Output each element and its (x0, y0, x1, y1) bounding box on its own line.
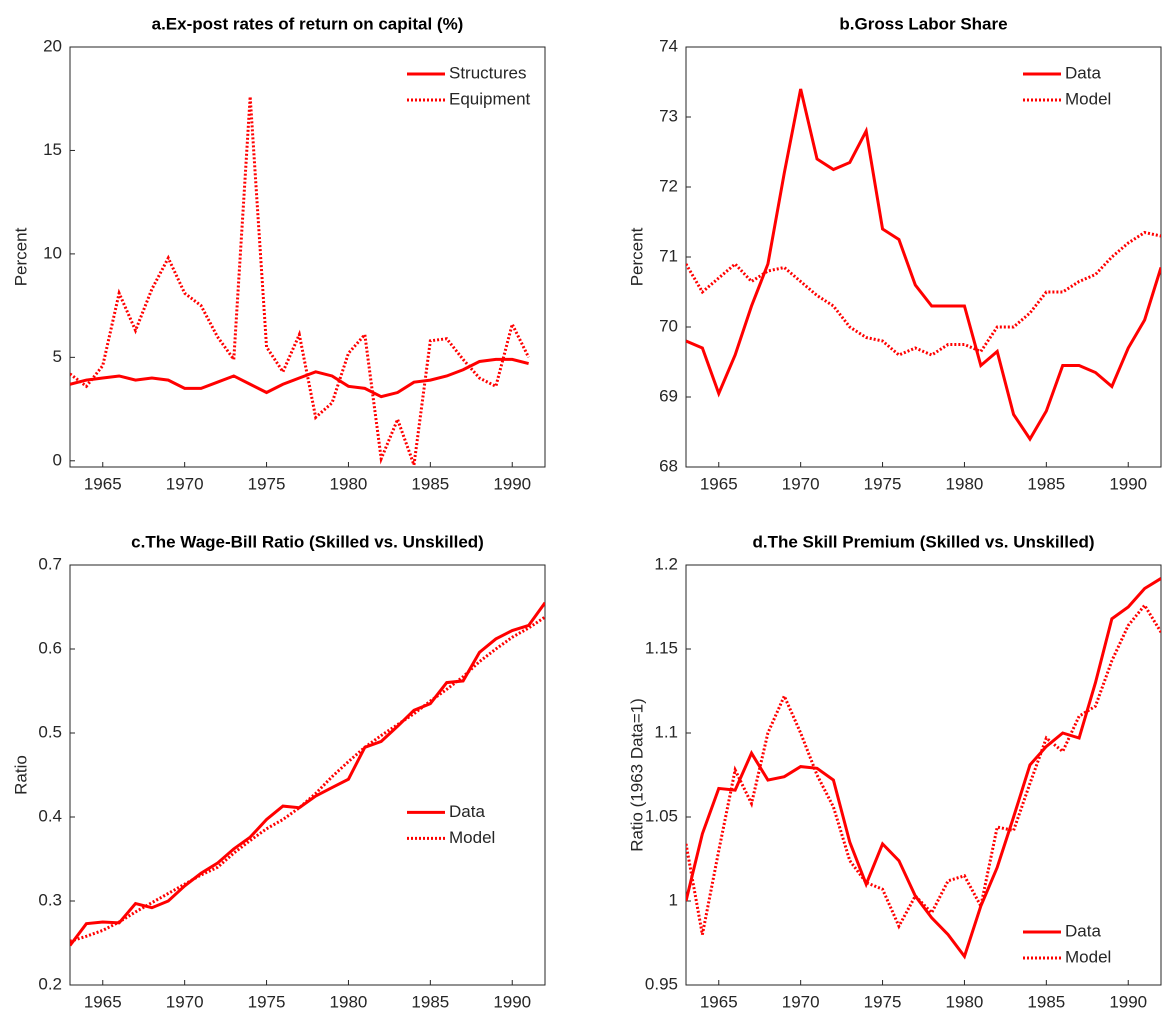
x-tick-label: 1965 (700, 474, 738, 493)
chart-title: d.The Skill Premium (Skilled vs. Unskill… (753, 532, 1095, 551)
y-tick-label: 1 (669, 890, 678, 909)
x-tick-label: 1970 (166, 992, 204, 1011)
y-tick-label: 15 (43, 140, 62, 159)
y-axis-label: Percent (627, 227, 646, 286)
y-tick-label: 70 (659, 316, 678, 335)
x-tick-label: 1975 (248, 992, 286, 1011)
y-tick-label: 72 (659, 176, 678, 195)
panel: d.The Skill Premium (Skilled vs. Unskill… (627, 532, 1162, 1011)
y-tick-label: 0.7 (38, 554, 62, 573)
x-tick-label: 1985 (1027, 992, 1065, 1011)
x-tick-label: 1980 (330, 992, 368, 1011)
y-tick-label: 1.1 (654, 722, 678, 741)
series-line (70, 357, 529, 399)
x-tick-label: 1975 (864, 992, 902, 1011)
legend-label: Model (449, 828, 495, 847)
y-axis-label: Percent (11, 227, 30, 286)
y-axis-label: Ratio (1963 Data=1) (627, 698, 646, 852)
x-tick-label: 1985 (411, 992, 449, 1011)
x-tick-label: 1985 (411, 474, 449, 493)
y-tick-label: 10 (43, 243, 62, 262)
y-tick-label: 20 (43, 36, 62, 55)
series-line (70, 601, 545, 947)
legend-label: Model (1065, 89, 1111, 108)
panel: a.Ex-post rates of return on capital (%)… (11, 14, 546, 493)
x-tick-label: 1965 (84, 992, 122, 1011)
y-tick-label: 0.2 (38, 974, 62, 993)
y-tick-label: 68 (659, 456, 678, 475)
y-tick-label: 1.15 (645, 638, 678, 657)
legend-label: Structures (449, 63, 526, 82)
axes-box (69, 564, 546, 986)
series-line (686, 577, 1161, 960)
x-tick-label: 1970 (782, 474, 820, 493)
legend-label: Equipment (449, 89, 531, 108)
y-tick-label: 1.05 (645, 806, 678, 825)
y-tick-label: 0 (53, 450, 62, 469)
y-tick-label: 1.2 (654, 554, 678, 573)
y-tick-label: 74 (659, 36, 678, 55)
x-tick-label: 1990 (493, 992, 531, 1011)
series-line (686, 230, 1161, 357)
y-axis-label: Ratio (11, 755, 30, 795)
legend-label: Data (449, 802, 485, 821)
y-tick-label: 0.5 (38, 722, 62, 741)
panel: c.The Wage-Bill Ratio (Skilled vs. Unski… (11, 532, 546, 1011)
x-tick-label: 1990 (1109, 474, 1147, 493)
axes-box (685, 46, 1162, 468)
axes-box (685, 564, 1162, 986)
y-tick-label: 0.4 (38, 806, 62, 825)
y-tick-label: 69 (659, 386, 678, 405)
x-tick-label: 1970 (166, 474, 204, 493)
legend-label: Data (1065, 63, 1101, 82)
chart-title: a.Ex-post rates of return on capital (%) (152, 14, 464, 33)
x-tick-label: 1985 (1027, 474, 1065, 493)
x-tick-label: 1980 (946, 992, 984, 1011)
y-tick-label: 0.95 (645, 974, 678, 993)
y-tick-label: 0.3 (38, 890, 62, 909)
x-tick-label: 1980 (946, 474, 984, 493)
legend-label: Data (1065, 921, 1101, 940)
y-tick-label: 0.6 (38, 638, 62, 657)
y-tick-label: 5 (53, 347, 62, 366)
x-tick-label: 1965 (700, 992, 738, 1011)
series-line (70, 96, 530, 466)
legend-label: Model (1065, 947, 1111, 966)
series-line (70, 615, 545, 943)
x-tick-label: 1990 (493, 474, 531, 493)
panel: b.Gross Labor Share Percent 68 69 70 71 72 73 74… (627, 14, 1162, 493)
y-tick-label: 73 (659, 106, 678, 125)
chart-title: c.The Wage-Bill Ratio (Skilled vs. Unski… (131, 532, 484, 551)
y-tick-label: 71 (659, 246, 678, 265)
x-tick-label: 1975 (248, 474, 286, 493)
chart-title: b.Gross Labor Share (839, 14, 1007, 33)
series-line (686, 88, 1161, 442)
x-tick-label: 1990 (1109, 992, 1147, 1011)
x-tick-label: 1970 (782, 992, 820, 1011)
x-tick-label: 1980 (330, 474, 368, 493)
axes-box (69, 46, 546, 468)
x-tick-label: 1975 (864, 474, 902, 493)
series-line (686, 602, 1161, 935)
x-tick-label: 1965 (84, 474, 122, 493)
